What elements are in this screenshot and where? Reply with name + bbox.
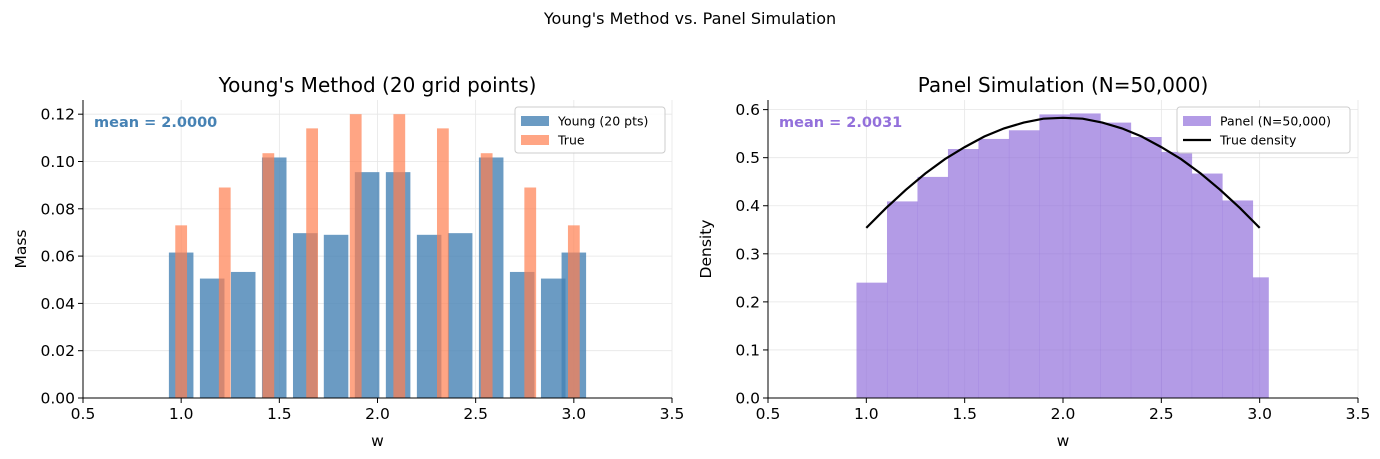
c0-x-tick-label-5: 3.0 bbox=[562, 405, 587, 423]
c0-bar-s0-5 bbox=[323, 234, 349, 398]
c1-legend-label-1: True density bbox=[1219, 133, 1297, 148]
c1-y-tick-label-3: 0.3 bbox=[735, 245, 760, 263]
c0-x-tick-label-6: 3.5 bbox=[660, 405, 685, 423]
c1-hist-bar-1 bbox=[886, 201, 918, 398]
c0-y-tick-label-1: 0.02 bbox=[40, 342, 75, 360]
c0-legend-box bbox=[514, 106, 666, 154]
c1-y-axis-label: Density bbox=[697, 220, 715, 279]
c1-hist-bar-12 bbox=[1222, 200, 1254, 398]
c0-bar-s1-2 bbox=[262, 153, 275, 398]
c1-hist-bar-13 bbox=[1252, 277, 1269, 398]
c1-y-tick-label-5: 0.5 bbox=[735, 149, 760, 167]
c0-x-tick-label-4: 2.5 bbox=[463, 405, 488, 423]
c0-y-tick-label-0: 0.00 bbox=[40, 390, 75, 408]
c0-mean-annotation: mean = 2.0000 bbox=[94, 115, 217, 131]
c1-mean-annotation: mean = 2.0031 bbox=[779, 115, 902, 131]
c1-x-tick-label-3: 2.0 bbox=[1051, 405, 1076, 423]
c0-series-0 bbox=[168, 157, 587, 398]
c1-y-tick-label-1: 0.1 bbox=[735, 341, 760, 359]
c0-legend-swatch-0 bbox=[521, 116, 549, 126]
c0-series-1 bbox=[175, 114, 580, 398]
c1-hist-bar-7 bbox=[1069, 113, 1101, 398]
c0-legend: Young (20 pts) True bbox=[514, 106, 666, 154]
c1-hist-bar-8 bbox=[1100, 122, 1132, 398]
c1-hist-bar-6 bbox=[1039, 114, 1071, 398]
c1-hist-bar-5 bbox=[1008, 130, 1040, 398]
c1-x-tick-label-4: 2.5 bbox=[1149, 405, 1174, 423]
c0-legend-label-0: Young (20 pts) bbox=[557, 114, 648, 129]
c0-x-tick-label-2: 1.5 bbox=[267, 405, 292, 423]
c1-chart-title: Panel Simulation (N=50,000) bbox=[918, 73, 1209, 97]
c1-x-axis-label: w bbox=[1057, 432, 1070, 450]
c0-bar-s1-5 bbox=[393, 114, 406, 398]
c0-x-tick-label-1: 1.0 bbox=[169, 405, 194, 423]
c1-legend-box bbox=[1176, 106, 1351, 154]
c0-chart-title: Young's Method (20 grid points) bbox=[218, 73, 537, 97]
c1-y-tick-label-0: 0.0 bbox=[735, 390, 760, 408]
c1-y-tick-label-4: 0.4 bbox=[735, 197, 760, 215]
c0-y-tick-label-2: 0.04 bbox=[40, 295, 75, 313]
c0-y-tick-label-6: 0.12 bbox=[40, 106, 75, 124]
c1-legend-swatch-0 bbox=[1183, 116, 1211, 126]
c0-legend-swatch-1 bbox=[521, 135, 549, 145]
c1-y-tick-label-2: 0.2 bbox=[735, 293, 760, 311]
c1-hist-bar-4 bbox=[978, 138, 1010, 398]
c1-hist-bar-9 bbox=[1130, 137, 1162, 398]
c1-x-tick-label-5: 3.0 bbox=[1247, 405, 1272, 423]
c1-x-tick-label-0: 0.5 bbox=[756, 405, 781, 423]
c1-y-tick-label-6: 0.6 bbox=[735, 101, 760, 119]
c0-bar-s1-3 bbox=[306, 128, 319, 398]
c0-x-tick-label-0: 0.5 bbox=[71, 405, 96, 423]
c0-bar-s1-1 bbox=[218, 187, 231, 398]
c1-x-tick-label-1: 1.0 bbox=[854, 405, 879, 423]
c1-legend-label-0: Panel (N=50,000) bbox=[1220, 114, 1331, 129]
c0-bar-s1-7 bbox=[480, 153, 493, 398]
c1-hist-bar-3 bbox=[947, 149, 979, 398]
c1-x-tick-label-2: 1.5 bbox=[952, 405, 977, 423]
c0-bar-s0-9 bbox=[447, 233, 473, 398]
c0-bar-s1-4 bbox=[349, 114, 362, 398]
c0-bar-s1-6 bbox=[436, 128, 449, 398]
c0-bar-s1-9 bbox=[567, 225, 580, 398]
c1-hist-bar-10 bbox=[1161, 151, 1193, 398]
c0-y-axis-label: Mass bbox=[12, 229, 30, 268]
c0-x-axis-label: w bbox=[371, 432, 384, 450]
c1-true-density-line bbox=[865, 116, 1261, 229]
c1-series-0 bbox=[856, 113, 1269, 398]
c1-series-1 bbox=[865, 116, 1261, 229]
c0-y-tick-label-3: 0.06 bbox=[40, 248, 75, 266]
c0-bar-s1-0 bbox=[175, 225, 188, 398]
c0-bar-s0-2 bbox=[230, 271, 256, 398]
c0-bar-s1-8 bbox=[524, 187, 537, 398]
figure-suptitle: Young's Method vs. Panel Simulation bbox=[543, 9, 836, 28]
c0-x-tick-label-3: 2.0 bbox=[365, 405, 390, 423]
c1-x-tick-label-6: 3.5 bbox=[1346, 405, 1371, 423]
c1-hist-bar-11 bbox=[1191, 173, 1223, 398]
c0-y-tick-label-4: 0.08 bbox=[40, 200, 75, 218]
c1-hist-bar-2 bbox=[917, 176, 949, 398]
panel-simulation-chart: 0.5 1.0 1.5 2.0 2.5 3.0 3.5 0.0 0.1 0.2 0.3 0.4 0.5 0… bbox=[697, 73, 1370, 450]
c0-legend-label-1: True bbox=[557, 133, 585, 148]
c1-legend: Panel (N=50,000) True density bbox=[1176, 106, 1351, 154]
c1-hist-bar-0 bbox=[856, 282, 888, 398]
c0-y-tick-label-5: 0.10 bbox=[40, 153, 75, 171]
young-method-chart: 0.5 1.0 1.5 2.0 2.5 3.0 3.5 0.00 0.02 0.04 0.06 0.0… bbox=[12, 73, 684, 450]
c0-bar-s0-12 bbox=[540, 278, 566, 398]
